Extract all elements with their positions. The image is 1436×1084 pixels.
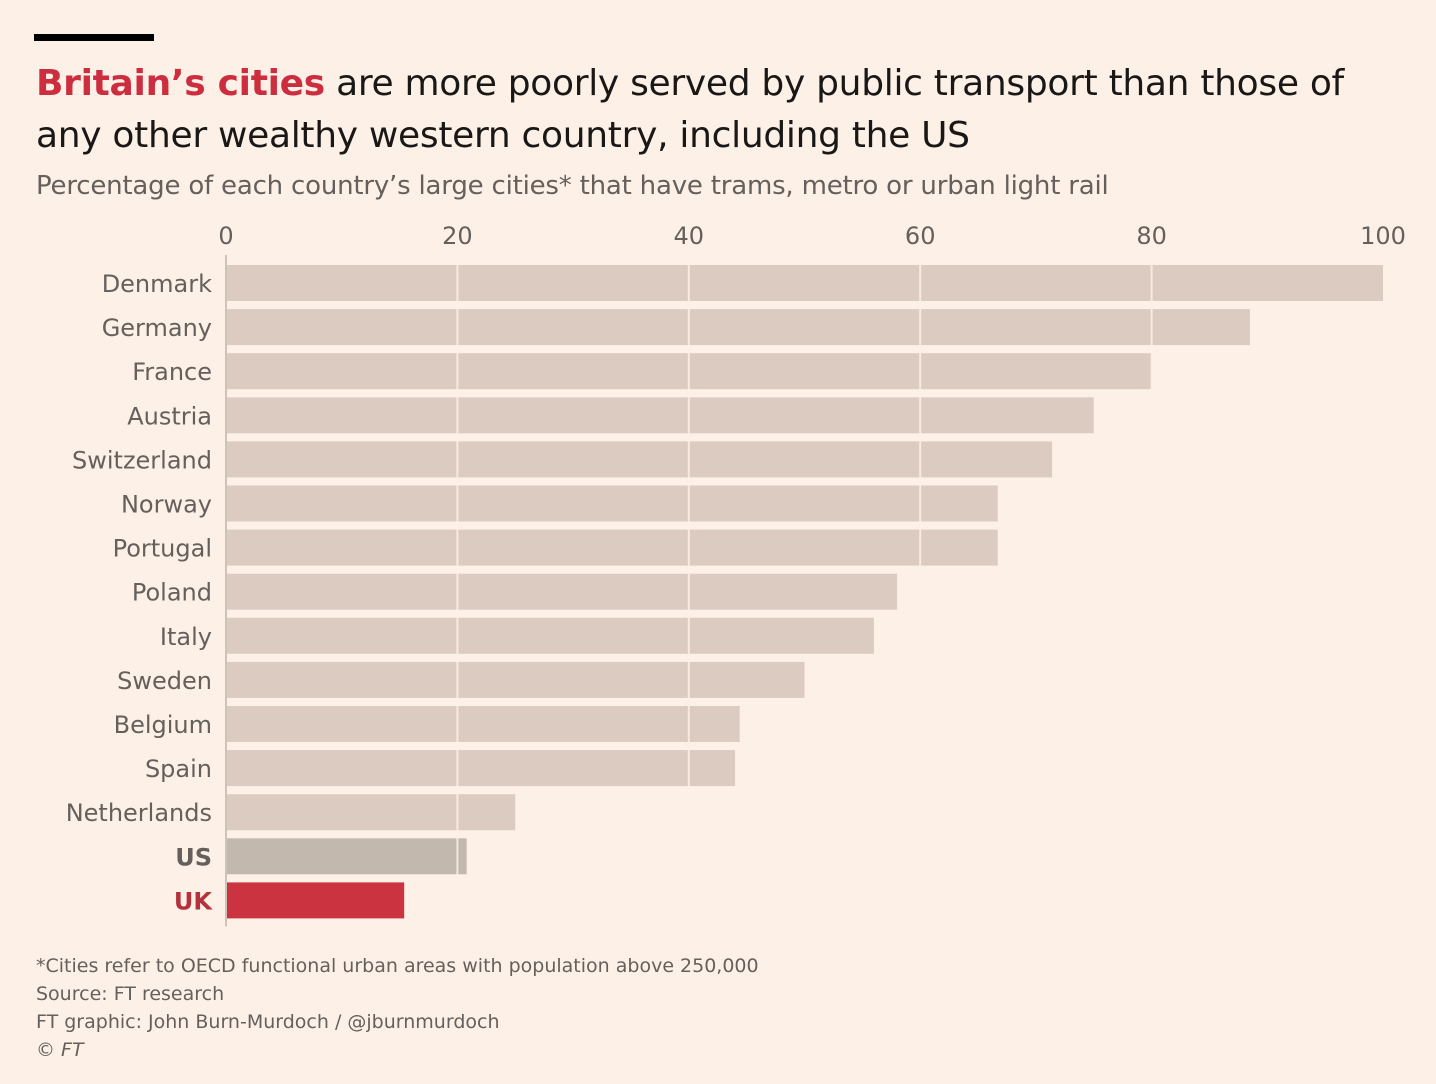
category-label-belgium: Belgium (114, 711, 212, 739)
footnote-cities: *Cities refer to OECD functional urban a… (36, 955, 759, 977)
bar-belgium (227, 706, 740, 742)
x-tick-label: 20 (442, 222, 473, 250)
bar-netherlands (227, 794, 516, 831)
x-tick-label: 40 (674, 222, 705, 250)
category-label-denmark: Denmark (102, 270, 212, 298)
bar-uk (227, 882, 405, 919)
category-label-sweden: Sweden (117, 667, 212, 695)
chart-title: Britain’s cities are more poorly served … (36, 58, 1396, 162)
bar-austria (227, 397, 1094, 434)
credit-line: FT graphic: John Burn-Murdoch / @jburnmu… (36, 1011, 500, 1033)
category-label-switzerland: Switzerland (72, 446, 212, 474)
x-tick-label: 80 (1136, 222, 1167, 250)
bar-poland (227, 573, 898, 610)
x-tick-label: 0 (218, 222, 233, 250)
category-label-spain: Spain (145, 755, 212, 783)
category-label-portugal: Portugal (113, 535, 212, 563)
category-label-austria: Austria (127, 402, 212, 430)
bar-sweden (227, 661, 805, 698)
bar-norway (227, 485, 998, 522)
bar-us (227, 838, 467, 875)
bar-italy (227, 617, 874, 654)
category-label-france: France (132, 358, 212, 386)
copyright: © FT (36, 1039, 84, 1061)
x-tick-label: 60 (905, 222, 936, 250)
category-label-poland: Poland (132, 579, 212, 607)
footnotes: *Cities refer to OECD functional urban a… (36, 952, 759, 1064)
bar-denmark (227, 265, 1383, 301)
bar-switzerland (227, 441, 1053, 478)
category-label-us: US (175, 843, 212, 871)
category-label-germany: Germany (102, 314, 212, 342)
title-highlight: Britain’s cities (36, 63, 325, 104)
bars (227, 265, 1383, 919)
bar-portugal (227, 529, 998, 566)
bar-spain (227, 750, 736, 787)
title-rest: are more poorly served by public transpo… (36, 63, 1344, 156)
chart-subtitle: Percentage of each country’s large citie… (36, 171, 1109, 201)
source-line: Source: FT research (36, 983, 225, 1005)
top-rule (34, 34, 154, 41)
category-label-uk: UK (174, 887, 213, 915)
x-tick-label: 100 (1360, 222, 1406, 250)
category-label-norway: Norway (121, 491, 212, 519)
bar-chart: 0 20 40 60 80 100 Denmark Germany France Austria S… (66, 222, 1406, 927)
category-label-netherlands: Netherlands (66, 799, 212, 827)
category-label-italy: Italy (160, 623, 212, 651)
bar-germany (227, 309, 1250, 346)
